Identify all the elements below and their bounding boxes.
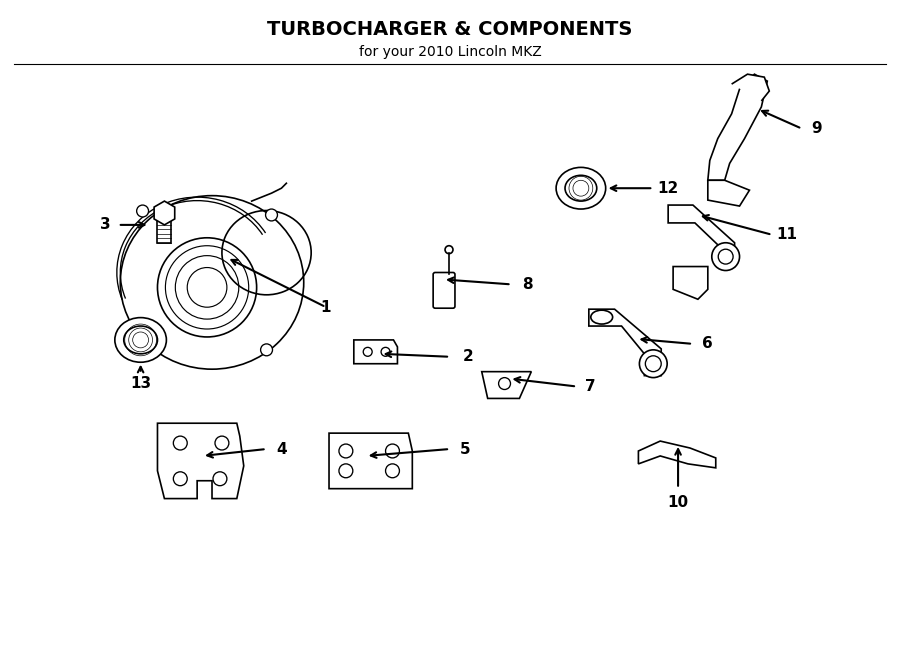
Text: 13: 13 [130, 376, 151, 391]
Polygon shape [158, 423, 244, 498]
Text: 7: 7 [586, 379, 596, 394]
Circle shape [266, 209, 277, 221]
Ellipse shape [121, 196, 303, 369]
Polygon shape [668, 205, 734, 267]
Polygon shape [329, 433, 412, 489]
Text: for your 2010 Lincoln MKZ: for your 2010 Lincoln MKZ [358, 46, 542, 60]
Text: 5: 5 [460, 442, 470, 457]
Ellipse shape [639, 350, 667, 377]
Ellipse shape [565, 175, 597, 201]
Polygon shape [732, 74, 770, 101]
Ellipse shape [115, 318, 166, 362]
Text: 12: 12 [658, 181, 679, 196]
Circle shape [174, 436, 187, 450]
Circle shape [174, 472, 187, 486]
Circle shape [339, 464, 353, 478]
Ellipse shape [158, 238, 256, 337]
Ellipse shape [124, 326, 158, 354]
Circle shape [364, 348, 373, 356]
Circle shape [445, 246, 453, 254]
Polygon shape [154, 201, 175, 225]
Text: 11: 11 [777, 227, 797, 242]
Polygon shape [589, 309, 662, 375]
Circle shape [135, 341, 147, 353]
Circle shape [137, 205, 148, 217]
Text: 10: 10 [668, 495, 688, 510]
Circle shape [215, 436, 229, 450]
Text: 1: 1 [320, 300, 331, 314]
FancyBboxPatch shape [158, 221, 171, 243]
Polygon shape [673, 267, 707, 299]
Polygon shape [354, 340, 398, 363]
FancyBboxPatch shape [433, 273, 455, 308]
Circle shape [381, 348, 390, 356]
Circle shape [385, 464, 400, 478]
Circle shape [339, 444, 353, 458]
Circle shape [499, 377, 510, 389]
Polygon shape [707, 180, 750, 206]
Text: 3: 3 [100, 217, 110, 232]
Polygon shape [482, 371, 531, 399]
Circle shape [213, 472, 227, 486]
Text: 2: 2 [463, 350, 473, 364]
Text: 9: 9 [812, 121, 823, 136]
Polygon shape [707, 74, 768, 180]
Ellipse shape [712, 243, 740, 271]
Circle shape [385, 444, 400, 458]
Text: 4: 4 [276, 442, 287, 457]
Circle shape [261, 344, 273, 355]
Text: TURBOCHARGER & COMPONENTS: TURBOCHARGER & COMPONENTS [267, 20, 633, 39]
Text: 8: 8 [522, 277, 533, 292]
Polygon shape [638, 441, 716, 468]
Ellipse shape [590, 310, 613, 324]
Text: 6: 6 [702, 336, 713, 352]
Ellipse shape [556, 167, 606, 209]
